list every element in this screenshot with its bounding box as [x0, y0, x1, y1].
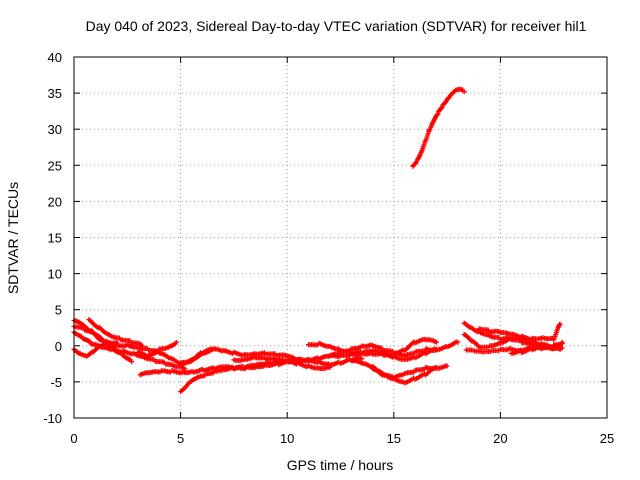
x-tick-label: 20: [493, 431, 507, 446]
series-track-21: [508, 341, 563, 356]
y-tick-label: 25: [48, 158, 62, 173]
series-track-12: [327, 339, 461, 359]
y-tick-label: -10: [43, 411, 62, 426]
data-point: [461, 89, 467, 95]
data-points: [71, 86, 565, 395]
data-point: [359, 356, 365, 362]
y-tick-label: 40: [48, 50, 62, 65]
axis-ticks: 0 5 10 15 20 25 -10 -5 0 5 10 15 20 25 30 35 40: [43, 50, 614, 446]
data-point: [438, 105, 444, 111]
data-point: [455, 339, 461, 345]
series-track-14: [370, 363, 450, 381]
series-track-10: [231, 354, 333, 371]
x-tick-label: 0: [70, 431, 77, 446]
x-tick-label: 25: [600, 431, 614, 446]
x-tick-label: 15: [387, 431, 401, 446]
series-track-6: [135, 339, 179, 359]
data-point: [114, 339, 120, 345]
series-track-15: [391, 336, 439, 357]
data-point: [434, 112, 440, 118]
data-point: [129, 359, 135, 365]
series-track-20: [476, 321, 563, 343]
y-axis-label: SDTVAR / TECUs: [5, 182, 21, 294]
data-point: [327, 365, 333, 370]
grid-lines: [74, 57, 607, 418]
x-tick-label: 10: [280, 431, 294, 446]
data-point: [173, 339, 179, 345]
y-tick-label: 30: [48, 122, 62, 137]
y-tick-label: 0: [55, 339, 62, 354]
y-tick-label: 20: [48, 194, 62, 209]
y-tick-label: -5: [50, 375, 62, 390]
series-track-5: [86, 317, 145, 349]
y-tick-label: 5: [55, 303, 62, 318]
y-tick-label: 35: [48, 86, 62, 101]
data-point: [139, 343, 145, 349]
chart-title: Day 040 of 2023, Sidereal Day-to-day VTE…: [86, 18, 587, 34]
y-tick-label: 10: [48, 267, 62, 282]
series-track-16: [410, 86, 467, 169]
data-point: [557, 321, 563, 327]
data-point: [557, 346, 563, 352]
x-tick-label: 5: [177, 431, 184, 446]
x-axis-label: GPS time / hours: [287, 457, 394, 473]
series-track-4: [71, 339, 120, 359]
data-point: [559, 339, 565, 345]
y-tick-label: 15: [48, 231, 62, 246]
data-point: [433, 339, 439, 345]
data-point: [444, 363, 450, 369]
